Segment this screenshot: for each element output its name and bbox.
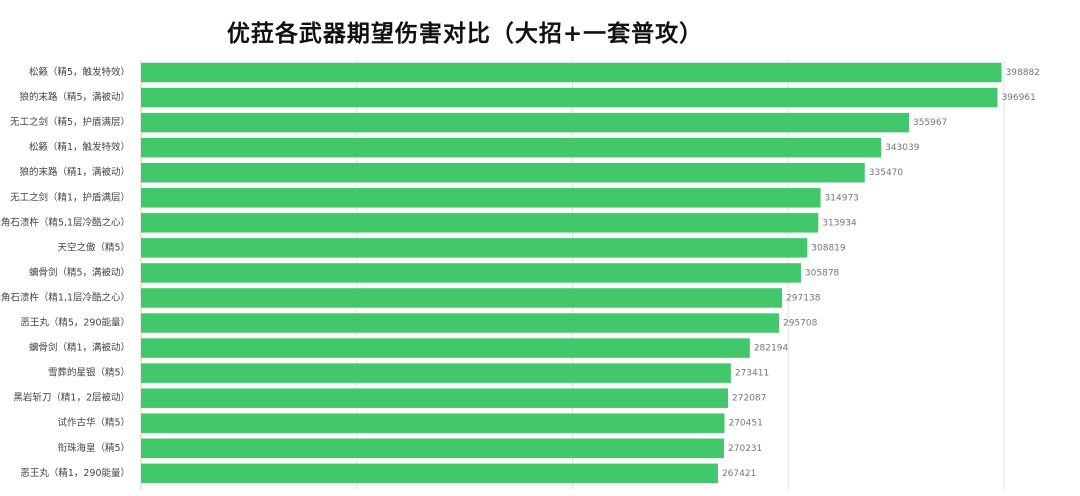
value-label: 282194: [754, 344, 789, 354]
category-label: 衔珠海皇（精5）: [57, 442, 130, 454]
bar: [141, 438, 725, 459]
bar: [141, 112, 909, 133]
category-label: 狼的末路（精1，满被动）: [19, 166, 130, 178]
value-label: 295708: [783, 319, 818, 329]
chart-title: 优菈各武器期望伤害对比（大招+一套普攻）: [226, 21, 704, 47]
category-label: 无工之剑（精1，护盾满层）: [10, 191, 130, 203]
bars-layer: [141, 62, 1002, 484]
category-label: 螭骨剑（精1，满被动）: [29, 342, 130, 354]
bar: [141, 388, 729, 408]
bar: [141, 338, 750, 358]
value-label: 305878: [805, 268, 840, 278]
category-label: 试作古华（精5）: [57, 417, 130, 429]
value-label: 343039: [885, 143, 920, 153]
value-label: 273411: [735, 369, 769, 379]
category-label: 黑岩斩刀（精1，2层被动）: [13, 392, 130, 404]
category-label: 松籁（精1，触发特效）: [29, 141, 130, 153]
value-label: 314973: [825, 193, 859, 203]
value-label: 308819: [811, 243, 846, 253]
category-label: 螭骨剑（精5，满被动）: [29, 266, 130, 278]
category-label: 赤角石溃杵（精1,1层冷酷之心）: [0, 291, 130, 303]
bar: [141, 288, 783, 308]
bar: [141, 463, 718, 484]
value-label: 270451: [728, 419, 762, 429]
bar: [141, 413, 725, 433]
value-label: 267421: [722, 469, 756, 479]
category-label: 雪葬的星银（精5）: [48, 367, 130, 379]
bar: [141, 363, 731, 383]
bar: [141, 87, 998, 108]
value-label: 313934: [822, 218, 857, 228]
bar: [141, 62, 1002, 83]
bar: [141, 238, 808, 258]
bar: [141, 137, 882, 158]
category-label: 恶王丸（精1，290能量）: [20, 467, 130, 479]
value-label: 297138: [786, 293, 821, 303]
bar: [141, 213, 819, 233]
bar: [141, 313, 779, 333]
value-label: 398882: [1006, 68, 1040, 78]
value-label: 355967: [913, 118, 947, 128]
bar: [141, 162, 865, 183]
labels-layer: 松籁（精5，触发特效） 398882 狼的末路（精5，满被动） 396961 无工之剑（…: [0, 66, 1040, 479]
value-label: 272087: [732, 394, 766, 404]
category-label: 无工之剑（精5，护盾满层）: [10, 116, 130, 128]
value-label: 270231: [728, 444, 762, 454]
category-label: 恶王丸（精5，290能量）: [20, 317, 130, 329]
value-label: 396961: [1001, 93, 1035, 103]
value-label: 335470: [869, 168, 904, 178]
category-label: 赤角石溃杵（精5,1层冷酷之心）: [0, 216, 130, 228]
category-label: 天空之傲（精5）: [57, 241, 130, 253]
bar: [141, 188, 821, 208]
bar: [141, 263, 801, 283]
category-label: 松籁（精5，触发特效）: [29, 66, 130, 78]
category-label: 狼的末路（精5，满被动）: [19, 91, 130, 103]
